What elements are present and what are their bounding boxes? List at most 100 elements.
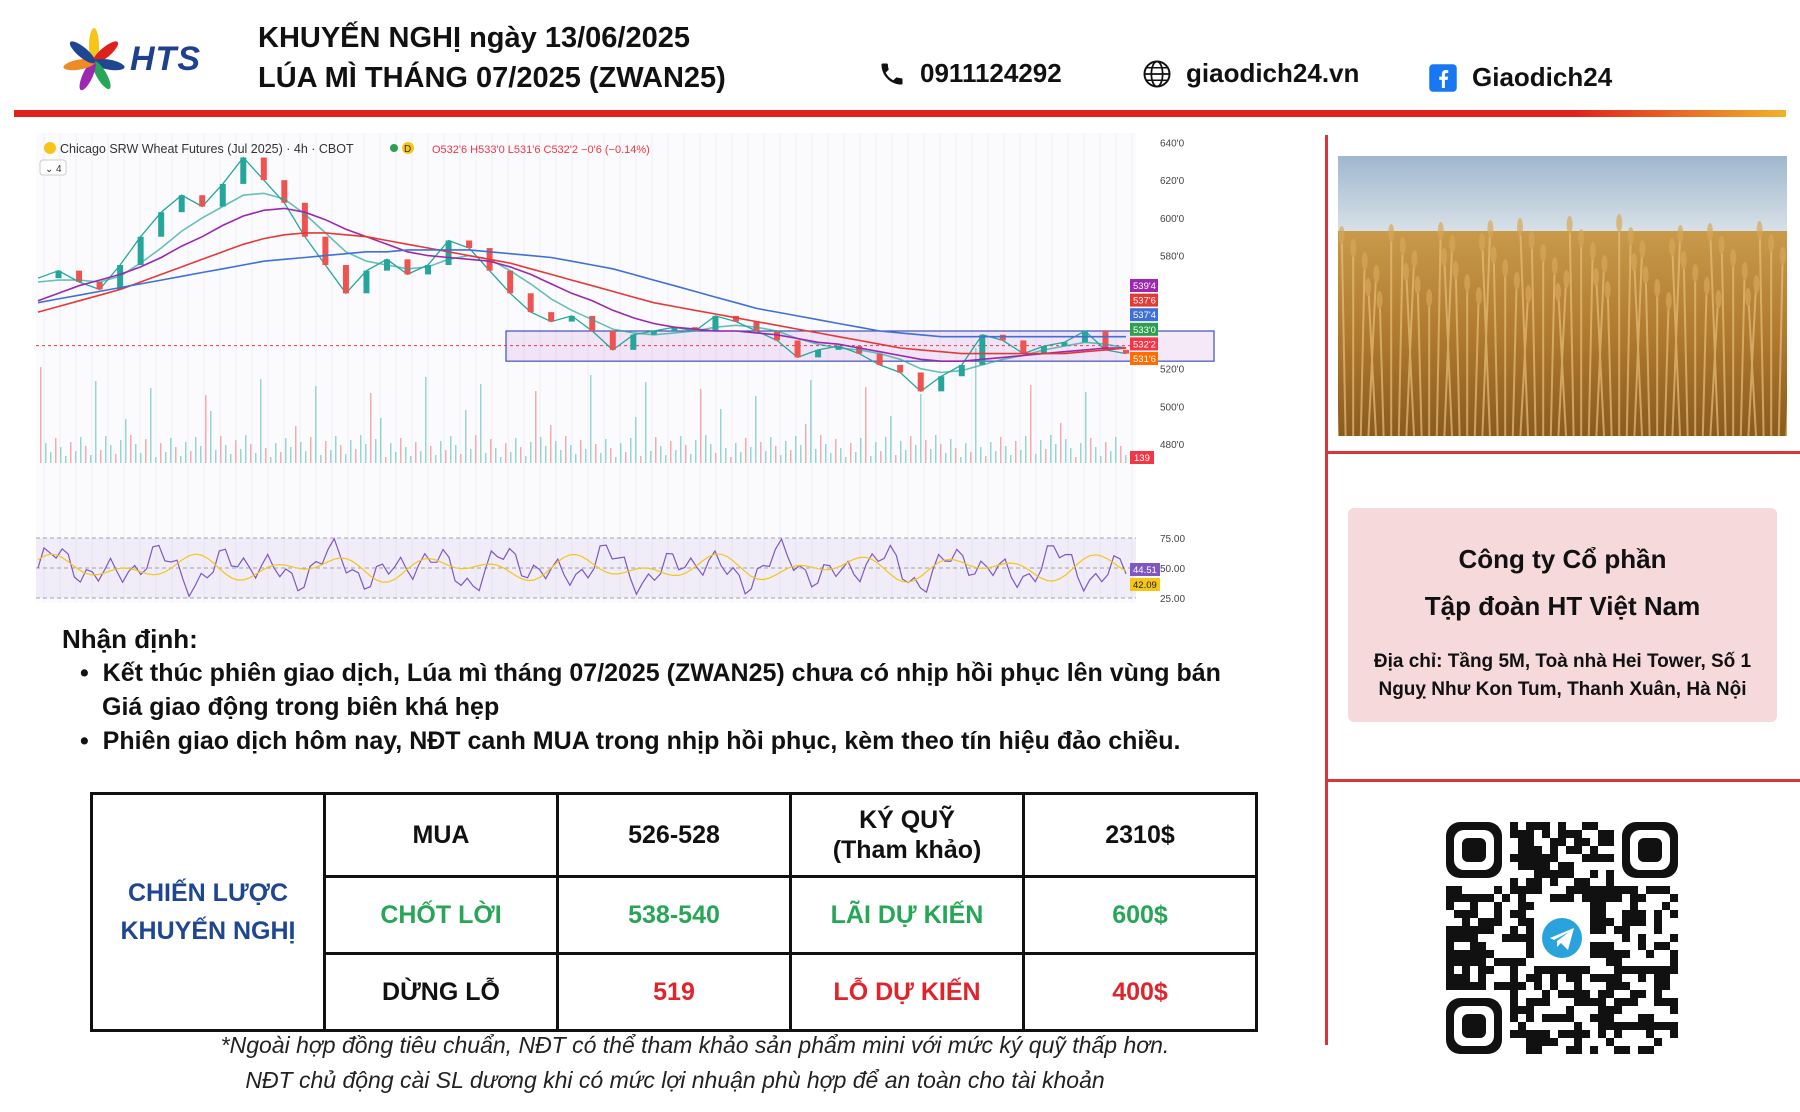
volume-bar xyxy=(975,348,977,463)
volume-bar xyxy=(85,446,87,463)
volume-bar xyxy=(390,443,392,463)
qr-module xyxy=(1630,918,1638,926)
volume-bar xyxy=(1120,446,1122,463)
volume-bar xyxy=(565,436,567,463)
expected-loss-value: 400$ xyxy=(1022,952,1258,1032)
volume-bar xyxy=(500,457,502,463)
qr-module xyxy=(1654,974,1662,982)
qr-module xyxy=(1574,990,1582,998)
qr-module xyxy=(1598,974,1606,982)
rsi-label-bg xyxy=(1130,578,1160,591)
qr-module xyxy=(1510,822,1518,830)
candle xyxy=(260,157,267,181)
qr-module xyxy=(1534,1046,1542,1054)
volume-bar xyxy=(420,451,422,463)
qr-module xyxy=(1510,934,1518,942)
wheat-head xyxy=(1665,292,1672,310)
qr-module xyxy=(1526,974,1534,982)
volume-bar xyxy=(490,439,492,463)
qr-module xyxy=(1574,838,1582,846)
qr-module xyxy=(1550,870,1558,878)
volume-bar xyxy=(740,452,742,463)
qr-module xyxy=(1598,990,1606,998)
qr-module xyxy=(1518,862,1526,870)
qr-module xyxy=(1518,982,1526,990)
qr-module xyxy=(1518,918,1526,926)
chart-plot-bg xyxy=(36,133,1136,603)
phone-contact[interactable]: 0911124292 xyxy=(878,58,1062,89)
qr-module xyxy=(1638,918,1646,926)
y-tick-label: 500'0 xyxy=(1160,402,1185,413)
volume-bar xyxy=(845,457,847,463)
wheat-head xyxy=(1517,218,1523,236)
qr-module xyxy=(1614,926,1622,934)
qr-module xyxy=(1526,878,1534,886)
volume-bar xyxy=(110,445,112,463)
qr-module xyxy=(1638,894,1646,902)
qr-module xyxy=(1582,990,1590,998)
qr-module xyxy=(1598,942,1606,950)
qr-module xyxy=(1590,926,1598,934)
wheat-head xyxy=(1593,268,1599,286)
volume-bar xyxy=(465,410,467,463)
qr-module xyxy=(1654,918,1662,926)
volume-bar xyxy=(50,452,52,463)
qr-module xyxy=(1494,886,1502,894)
take-profit-label: CHỐT LỜI xyxy=(323,875,559,955)
qr-module xyxy=(1518,902,1526,910)
company-address-line1: Địa chỉ: Tầng 5M, Toà nhà Hei Tower, Số … xyxy=(1373,651,1752,672)
qr-module xyxy=(1550,878,1558,886)
qr-module xyxy=(1662,902,1670,910)
facebook-contact[interactable]: Giaodich24 xyxy=(1428,62,1612,93)
wheat-stalk xyxy=(1435,224,1442,437)
qr-module xyxy=(1590,846,1598,854)
qr-module xyxy=(1478,958,1486,966)
volume-bar xyxy=(400,438,402,463)
volume-bar xyxy=(800,445,802,463)
volume-bar xyxy=(935,435,937,463)
price-label-bg xyxy=(1130,279,1158,292)
margin-label-main: KÝ QUỸ xyxy=(859,806,955,834)
wheat-head xyxy=(1639,240,1646,258)
qr-module xyxy=(1630,1022,1638,1030)
qr-module xyxy=(1542,822,1550,830)
volume-bar xyxy=(525,456,527,463)
volume-bar xyxy=(45,443,47,463)
indicator-toggle[interactable] xyxy=(39,159,67,176)
wheat-stalk xyxy=(1530,233,1537,437)
volume-bar xyxy=(575,454,577,463)
volume-bar xyxy=(160,443,162,463)
qr-module xyxy=(1598,894,1606,902)
expected-profit-label: LÃI DỰ KIẾN xyxy=(789,875,1025,955)
margin-label-sub: (Tham khảo) xyxy=(832,836,982,864)
qr-module xyxy=(1598,926,1606,934)
volume-bar xyxy=(1070,448,1072,463)
expected-loss-label: LỖ DỰ KIẾN xyxy=(789,952,1025,1032)
candle xyxy=(301,202,308,237)
qr-module xyxy=(1574,966,1582,974)
wheat-head xyxy=(1627,227,1634,245)
qr-module xyxy=(1582,838,1590,846)
website-contact[interactable]: giaodich24.vn xyxy=(1142,58,1359,89)
wheat-head xyxy=(1589,242,1596,260)
qr-module xyxy=(1590,894,1598,902)
telegram-qr-code[interactable] xyxy=(1440,816,1684,1060)
qr-module xyxy=(1542,990,1550,998)
rsi-tick-label: 50.00 xyxy=(1160,564,1185,575)
qr-module xyxy=(1662,942,1670,950)
series-line-ma20 xyxy=(37,192,1127,374)
volume-bar xyxy=(775,446,777,463)
qr-module xyxy=(1662,886,1670,894)
volume-bar xyxy=(480,384,482,463)
qr-module xyxy=(1486,926,1494,934)
qr-module xyxy=(1606,918,1614,926)
volume-bar xyxy=(450,436,452,463)
volume-bar xyxy=(600,453,602,463)
volume-bar xyxy=(120,440,122,463)
volume-bar xyxy=(1060,423,1062,463)
wheat-stalk xyxy=(1454,263,1461,437)
qr-module xyxy=(1518,1022,1526,1030)
volume-bar xyxy=(370,393,372,463)
volume-bar xyxy=(395,452,397,463)
series-line-ma100 xyxy=(37,232,1127,355)
